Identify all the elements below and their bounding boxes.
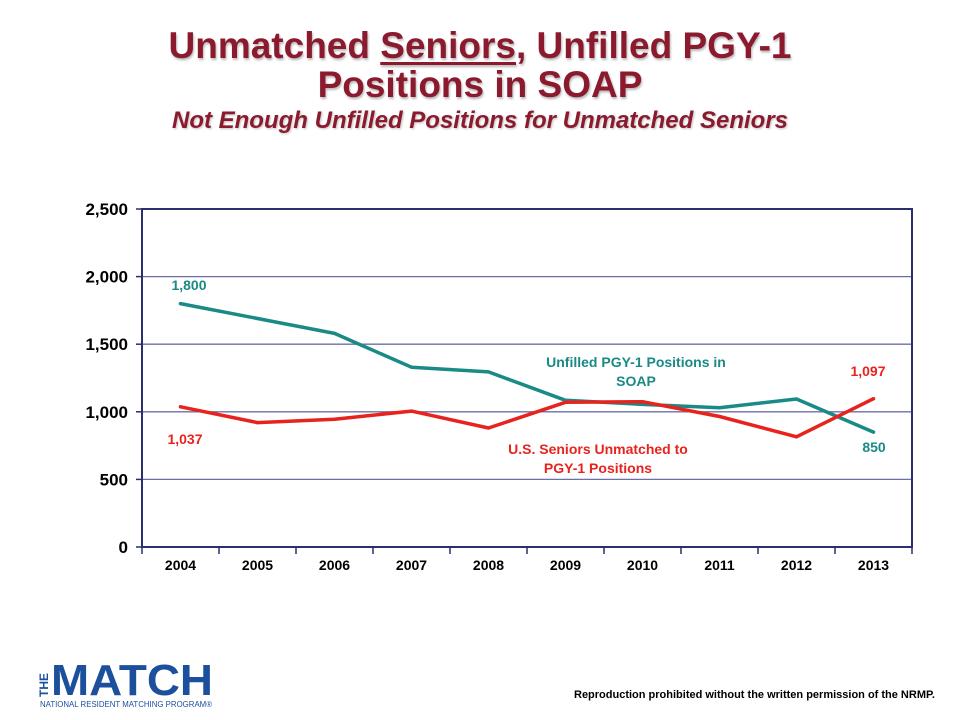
copyright-notice: Reproduction prohibited without the writ… — [574, 689, 935, 701]
plot-frame — [141, 208, 913, 548]
series-1-point — [332, 417, 337, 421]
series-0-point — [486, 370, 491, 374]
series-1-point — [486, 426, 491, 430]
y-tick-label: 2,000 — [85, 268, 128, 287]
y-tick-label: 500 — [100, 470, 128, 489]
series-label-1-line-1: PGY-1 Positions — [544, 460, 652, 476]
series-1-point — [794, 435, 799, 439]
y-tick-label: 0 — [119, 538, 128, 557]
series-0-point — [332, 331, 337, 335]
series-0-point — [178, 302, 183, 306]
nrmp-match-logo: THE MATCH NATIONAL RESIDENT MATCHING PRO… — [38, 657, 213, 709]
x-tick-label: 2005 — [242, 557, 273, 573]
x-tick-label: 2007 — [396, 557, 427, 573]
page-title: Unmatched Seniors, Unfilled PGY-1 Positi… — [168, 25, 792, 105]
series-0-point — [717, 406, 722, 410]
data-label: 1,800 — [171, 277, 206, 293]
series-1-point — [255, 421, 260, 425]
series-0-point — [794, 397, 799, 401]
series-1-point — [178, 405, 183, 409]
series-line-0 — [178, 301, 876, 434]
data-label: 1,097 — [850, 363, 885, 379]
x-tick-label: 2008 — [473, 557, 504, 573]
series-1-point — [871, 397, 876, 401]
series-line-1 — [178, 396, 876, 439]
series-0-point — [871, 430, 876, 434]
series-1-point — [409, 409, 414, 413]
data-label: 850 — [862, 439, 886, 455]
x-tick-label: 2012 — [781, 557, 812, 573]
y-tick-label: 1,500 — [85, 335, 128, 354]
logo-wordmark: MATCH — [51, 657, 213, 705]
series-label-0-line-1: SOAP — [616, 373, 656, 389]
logo-vertical-text: THE — [38, 673, 51, 697]
series-1-point — [717, 414, 722, 419]
y-tick-label: 2,500 — [85, 200, 128, 219]
x-tick-label: 2013 — [858, 557, 889, 573]
series-0-point — [409, 365, 414, 369]
x-tick-label: 2006 — [319, 557, 350, 573]
series-1-point — [640, 400, 645, 404]
x-tick-label: 2011 — [704, 557, 735, 573]
x-tick-label: 2009 — [550, 557, 581, 573]
page-subtitle: Not Enough Unfilled Positions for Unmatc… — [171, 107, 789, 134]
logo-tagline: NATIONAL RESIDENT MATCHING PROGRAM® — [40, 700, 212, 709]
series-1-point — [563, 400, 568, 404]
series-0-point — [255, 316, 260, 321]
title-block: Unmatched Seniors, Unfilled PGY-1 Positi… — [0, 26, 960, 135]
series-label-0-line-0: Unfilled PGY-1 Positions in — [546, 354, 726, 370]
series-label-1-line-0: U.S. Seniors Unmatched to — [508, 441, 688, 457]
x-tick-label: 2004 — [165, 557, 196, 573]
data-label: 1,037 — [167, 431, 202, 447]
title-underlined-word: Seniors — [380, 25, 516, 66]
x-tick-label: 2010 — [627, 557, 658, 573]
y-tick-label: 1,000 — [85, 403, 128, 422]
